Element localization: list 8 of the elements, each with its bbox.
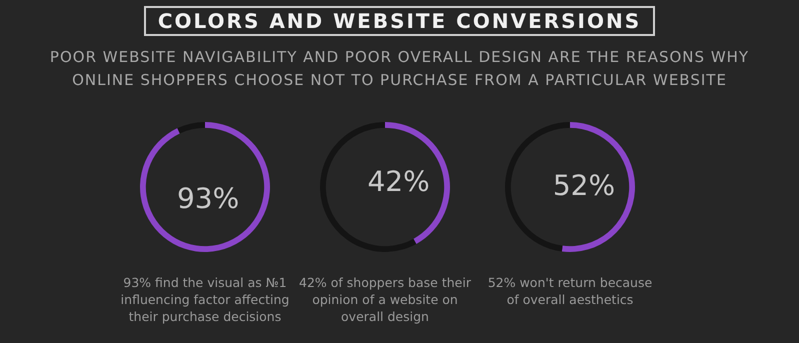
data-label: 42% [367, 164, 430, 198]
text: 52% won't return because of overall aesthetics [486, 274, 654, 308]
text: POOR WEBSITE NAVIGABILITY AND POOR OVERALL DESIGN ARE THE REASONS WHY ONLINE SHOPPERS CHOOSE NOT TO PURCHASE FROM A PARTICULAR WEBSITE [48, 47, 750, 91]
text: 42% of shoppers base their opinion of a website on overall design [298, 274, 472, 325]
text: COLORS AND WEBSITE CONVERSIONS [144, 6, 656, 36]
data-label: 93% [176, 182, 240, 215]
text: 93% find the visual as №1 influencing factor affecting their purchase decisions [120, 274, 290, 325]
data-label: 52% [552, 169, 616, 202]
